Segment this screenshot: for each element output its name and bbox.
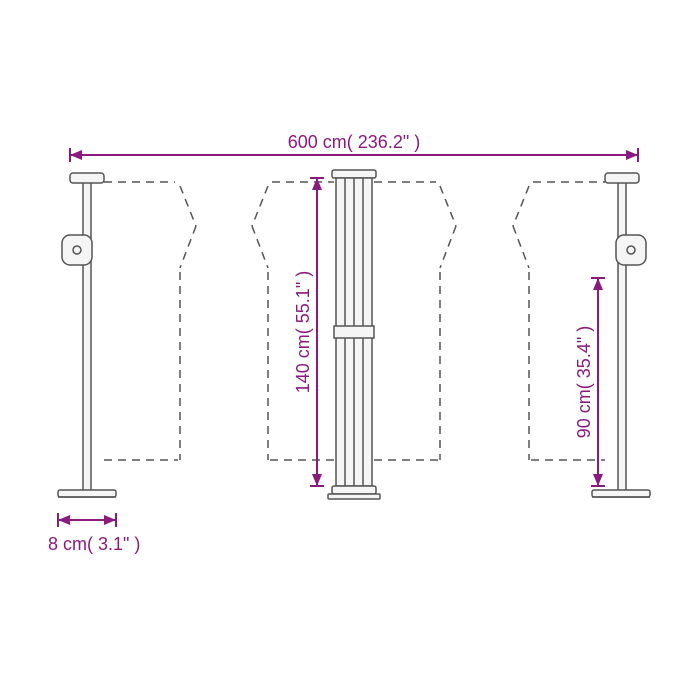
- height-dimension: 140 cm( 55.1" ): [293, 178, 324, 486]
- width-dimension: 600 cm( 236.2" ): [70, 132, 638, 162]
- base-width-dimension: 8 cm( 3.1" ): [48, 513, 140, 554]
- base-width-label: 8 cm( 3.1" ): [48, 534, 140, 554]
- center-cassette: [328, 170, 380, 499]
- width-label: 600 cm( 236.2" ): [288, 132, 420, 152]
- pole-height-label: 90 cm( 35.4" ): [574, 326, 594, 438]
- right-post: [592, 173, 650, 497]
- pole-height-dimension: 90 cm( 35.4" ): [574, 278, 605, 486]
- right-dashed: [374, 182, 605, 460]
- left-post: [58, 173, 116, 497]
- height-label: 140 cm( 55.1" ): [293, 271, 313, 393]
- dimension-diagram: 600 cm( 236.2" ): [0, 0, 700, 700]
